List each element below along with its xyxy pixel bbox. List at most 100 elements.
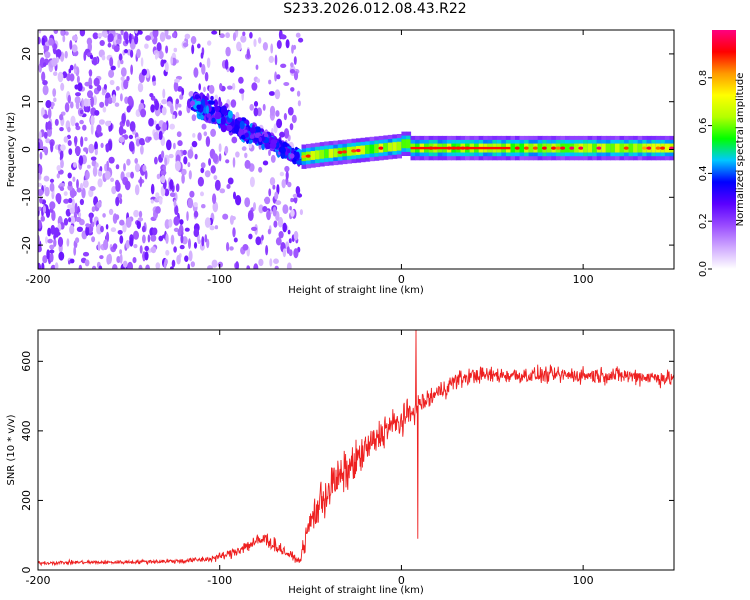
noise-blob [55, 193, 62, 203]
noise-blob [197, 132, 202, 141]
noise-blob [136, 220, 141, 230]
noise-blob [76, 179, 79, 189]
noise-blob [77, 82, 83, 92]
carrier-streak [410, 146, 511, 150]
noise-blob [168, 153, 174, 159]
noise-blob [153, 131, 159, 141]
noise-blob [55, 49, 62, 58]
noise-blob [292, 44, 297, 50]
noise-blob [192, 133, 196, 138]
carrier-peak [378, 146, 384, 150]
noise-blob [233, 191, 236, 200]
noise-blob [293, 71, 299, 81]
carrier-core [333, 148, 339, 158]
carrier-core [583, 143, 589, 153]
noise-blob [235, 195, 242, 206]
noise-blob [147, 136, 152, 141]
noise-blob [218, 153, 222, 162]
noise-blob [44, 51, 51, 59]
noise-blob [274, 191, 279, 200]
noise-blob [184, 33, 191, 40]
carrier-peak [532, 146, 539, 150]
noise-blob [270, 154, 276, 163]
noise-blob [82, 251, 90, 257]
noise-blob [84, 81, 91, 87]
noise-blob [270, 43, 274, 54]
noise-blob [268, 188, 272, 197]
noise-blob [290, 197, 294, 203]
noise-blob [218, 143, 222, 153]
noise-blob [160, 170, 167, 176]
noise-blob [193, 210, 199, 218]
signal-blob [206, 113, 212, 118]
carrier-core [383, 143, 389, 152]
noise-blob [100, 142, 104, 148]
noise-blob [139, 245, 143, 254]
noise-blob [64, 31, 69, 36]
noise-blob [73, 68, 77, 74]
signal-blob [239, 120, 245, 130]
noise-blob [153, 120, 157, 125]
noise-blob [225, 32, 231, 39]
noise-blob [47, 108, 52, 119]
noise-blob [87, 90, 93, 99]
noise-blob [159, 32, 166, 42]
noise-blob [115, 164, 120, 170]
noise-blob [75, 100, 80, 110]
colorbar-tick-label: 0.2 [698, 213, 709, 229]
noise-blob [290, 62, 294, 68]
noise-blob [78, 264, 83, 269]
noise-blob [38, 182, 43, 187]
noise-blob [190, 36, 197, 45]
noise-blob [282, 222, 288, 233]
noise-blob [276, 40, 282, 49]
noise-blob [82, 179, 89, 188]
noise-blob [272, 184, 276, 190]
y-axis-label: SNR (10 * v/v) [6, 414, 17, 485]
noise-blob [44, 186, 50, 197]
noise-blob [279, 131, 285, 138]
y-tick-label: 10 [20, 95, 33, 109]
carrier-peak [569, 146, 575, 150]
noise-blob [179, 94, 184, 100]
noise-blob [88, 143, 95, 154]
noise-blob [79, 198, 84, 206]
noise-blob [105, 224, 109, 230]
noise-blob [164, 30, 169, 38]
noise-blob [38, 172, 41, 180]
noise-blob [103, 239, 109, 251]
noise-blob [244, 159, 251, 169]
noise-blob [273, 258, 279, 265]
noise-blob [91, 160, 97, 167]
signal-blob [210, 95, 214, 101]
noise-blob [99, 101, 105, 108]
noise-blob [173, 199, 177, 207]
noise-blob [54, 262, 59, 269]
noise-blob [219, 33, 225, 39]
noise-blob [129, 121, 136, 132]
noise-blob [140, 145, 144, 155]
x-tick-label: -200 [26, 273, 51, 286]
noise-blob [142, 234, 146, 244]
noise-blob [75, 66, 80, 77]
noise-blob [69, 225, 75, 235]
noise-blob [166, 139, 172, 151]
signal-blob [270, 139, 278, 145]
noise-blob [174, 160, 181, 172]
noise-blob [66, 238, 70, 247]
noise-blob [161, 99, 168, 105]
carrier-core [519, 143, 525, 153]
colorbar [712, 30, 736, 269]
noise-blob [85, 223, 90, 228]
colorbar-tick-label: 0.4 [698, 165, 709, 181]
noise-blob [282, 248, 287, 258]
noise-blob [108, 69, 115, 79]
noise-blob [193, 242, 198, 249]
noise-blob [118, 125, 124, 136]
noise-blob [72, 176, 76, 182]
noise-blob [113, 45, 120, 53]
carrier-core [392, 142, 398, 152]
noise-blob [40, 215, 45, 222]
noise-blob [107, 97, 113, 104]
noise-blob [187, 149, 194, 159]
